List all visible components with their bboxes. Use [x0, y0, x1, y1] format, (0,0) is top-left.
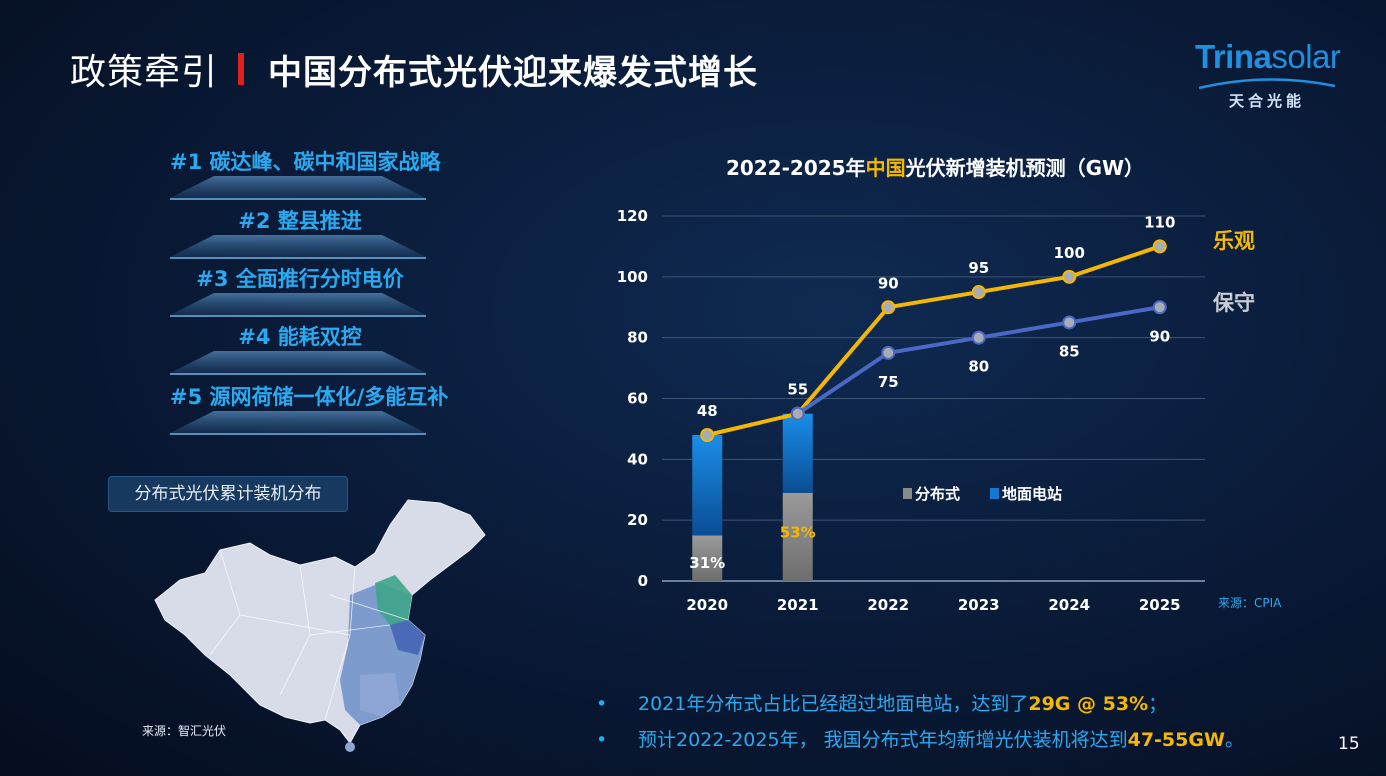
optimistic-value-label: 48: [697, 402, 718, 420]
data-point-optimistic: [1152, 239, 1167, 254]
policy-platform: [170, 176, 426, 200]
y-tick-label: 60: [627, 390, 648, 408]
policy-item: #3 全面推行分时电价: [170, 263, 430, 321]
optimistic-value-label: 110: [1144, 213, 1175, 231]
data-point-optimistic: [971, 285, 986, 300]
logo-wordmark: Trinasolar: [1195, 38, 1341, 76]
y-tick-label: 100: [617, 268, 648, 286]
conservative-value-label: 80: [968, 358, 989, 376]
map-source: 来源：智汇光伏: [142, 724, 227, 738]
logo-brand-b: solar: [1271, 38, 1341, 75]
x-tick-label: 2022: [867, 596, 909, 614]
page-title: 中国分布式光伏迎来爆发式增长: [268, 52, 759, 93]
bullet-item: • 预计2022-2025年， 我国分布式年均新增光伏装机将达到47-55GW。: [596, 724, 1244, 760]
policy-platform: [170, 235, 426, 259]
chart-title: 2022-2025年中国光伏新增装机预测（GW）: [660, 152, 1210, 181]
bullet-text: 预计2022-2025年， 我国分布式年均新增光伏装机将达到: [638, 729, 1128, 751]
chart-source: 来源：CPIA: [1218, 596, 1282, 610]
optimistic-value-label: 90: [878, 274, 899, 292]
data-point-optimistic: [881, 300, 896, 315]
bar-ground: [692, 435, 723, 536]
optimistic-value-label: 100: [1054, 244, 1085, 262]
logo-swoosh-icon: [1198, 78, 1336, 90]
x-tick-label: 2025: [1139, 596, 1181, 614]
data-point-conservative: [1152, 300, 1167, 315]
conservative-value-label: 75: [878, 373, 899, 391]
policy-item: #4 能耗双控: [170, 321, 430, 379]
header-divider: [238, 53, 245, 85]
policy-platform: [170, 411, 426, 435]
y-tick-label: 20: [627, 511, 648, 529]
data-point-conservative: [971, 330, 986, 345]
policy-label: #3 全面推行分时电价: [196, 267, 404, 291]
chart-title-pre: 2022-2025年: [725, 156, 866, 180]
bullet-emphasis: 29G @ 53%: [1028, 693, 1149, 715]
china-map: [154, 499, 486, 752]
legend-label-distributed: 分布式: [915, 485, 960, 503]
legend-label-ground: 地面电站: [1002, 485, 1062, 503]
series-line-optimistic: [706, 244, 1161, 437]
chart-title-post: 光伏新增装机预测（GW）: [905, 156, 1145, 180]
policy-platform: [170, 293, 426, 317]
x-tick-label: 2024: [1048, 596, 1090, 614]
conservative-value-label: 85: [1059, 342, 1080, 360]
data-point-optimistic: [1062, 269, 1077, 284]
bullet-tail: 。: [1224, 729, 1244, 751]
map-caption: 分布式光伏累计装机分布: [108, 476, 348, 512]
series-label-conservative: 保守: [1212, 291, 1255, 315]
policy-label: #2 整县推进: [238, 209, 362, 233]
bullet-item: • 2021年分布式占比已经超过地面电站，达到了29G @ 53%；: [596, 688, 1244, 724]
policy-item: #1 碳达峰、碳中和国家战略: [170, 146, 441, 204]
y-tick-label: 40: [627, 450, 648, 468]
bar-ground: [782, 413, 813, 493]
data-point-conservative: [1062, 315, 1077, 330]
series-label-optimistic: 乐观: [1213, 229, 1255, 253]
page-number: 15: [1338, 734, 1360, 754]
optimistic-value-label: 95: [968, 259, 989, 277]
y-tick-label: 0: [638, 572, 648, 590]
optimistic-value-label: 55: [787, 381, 808, 399]
data-point-conservative: [790, 406, 805, 421]
y-tick-label: 80: [627, 329, 648, 347]
bullet-list: • 2021年分布式占比已经超过地面电站，达到了29G @ 53%； • 预计202…: [596, 688, 1244, 760]
bullet-tail: ；: [1148, 693, 1168, 715]
policy-label: #4 能耗双控: [238, 325, 362, 349]
logo-brand-a: Trina: [1195, 38, 1272, 75]
data-point-optimistic: [700, 428, 715, 442]
data-point-conservative: [881, 345, 896, 360]
x-tick-label: 2020: [686, 596, 728, 614]
policy-item: #2 整县推进: [170, 205, 430, 263]
policy-label: #1 碳达峰、碳中和国家战略: [170, 150, 441, 174]
x-tick-label: 2021: [777, 596, 819, 614]
x-tick-label: 2023: [958, 596, 1000, 614]
bar-distributed: [782, 492, 813, 581]
trina-solar-logo: Trinasolar 天合光能: [1195, 38, 1341, 113]
forecast-chart: 0 20 40 60 80 100 120 2020 2021 2022 2023 2024 2025 3…: [617, 207, 1255, 614]
bar-distributed: [692, 535, 723, 581]
chart-title-highlight: 中国: [865, 156, 906, 180]
legend-swatch-distributed: [903, 488, 912, 499]
bullet-emphasis: 47-55GW: [1127, 729, 1225, 751]
page-header: 政策牵引 中国分布式光伏迎来爆发式增长: [70, 44, 758, 94]
bar-share-label: 31%: [689, 554, 725, 572]
policy-item: #5 源网荷储一体化/多能互补: [170, 381, 449, 439]
bullet-dot: •: [596, 729, 608, 751]
policy-label: #5 源网荷储一体化/多能互补: [170, 385, 449, 409]
conservative-value-label: 90: [1149, 327, 1170, 345]
policy-platform: [170, 351, 426, 375]
bar-share-label: 53%: [780, 523, 816, 541]
bullet-dot: •: [596, 693, 608, 715]
bullet-text: 2021年分布式占比已经超过地面电站，达到了: [638, 693, 1029, 715]
logo-subtitle: 天合光能: [1229, 92, 1306, 110]
legend-swatch-ground: [990, 488, 999, 499]
y-tick-label: 120: [617, 207, 648, 225]
header-prefix: 政策牵引: [70, 52, 219, 93]
